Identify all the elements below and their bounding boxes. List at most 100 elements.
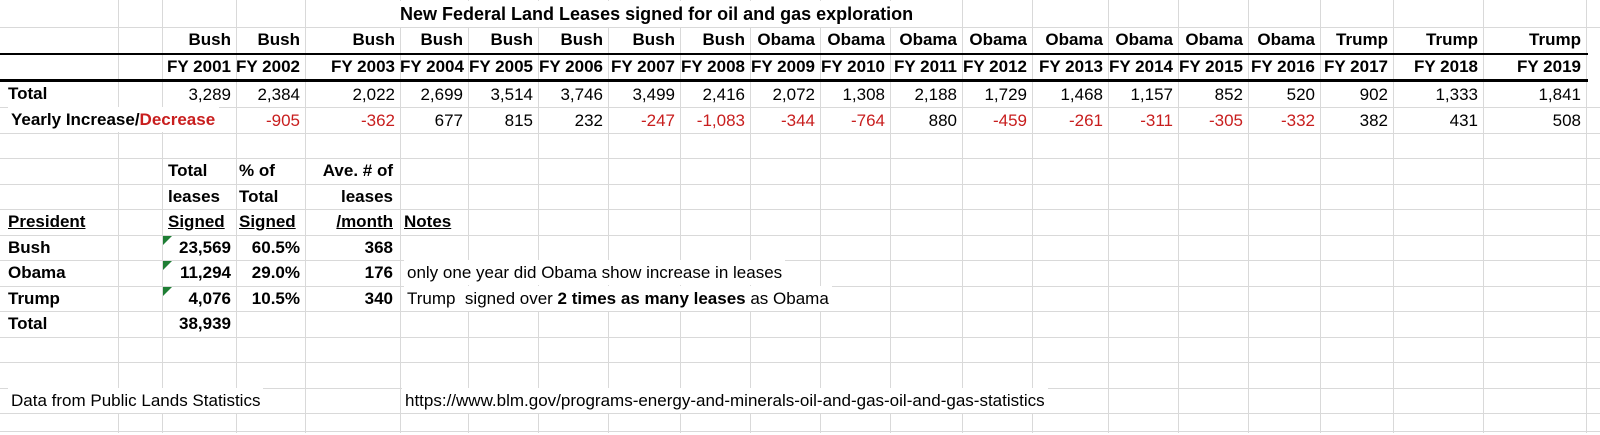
fiscal-year-header-cell[interactable]: FY 2008 xyxy=(681,57,745,76)
summary-per-month-trump[interactable]: 340 xyxy=(364,289,393,308)
yearly-change-cell[interactable]: -1,083 xyxy=(696,111,745,130)
president-header-cell[interactable]: Trump xyxy=(1336,30,1388,49)
yearly-change-row-label[interactable]: Yearly Increase/Decrease xyxy=(8,107,220,132)
summary-per-month-obama[interactable]: 176 xyxy=(364,263,393,282)
president-header-cell[interactable]: Bush xyxy=(352,30,396,49)
total-leases-cell[interactable]: 2,072 xyxy=(772,85,815,104)
total-leases-cell[interactable]: 520 xyxy=(1286,85,1315,104)
yearly-change-cell[interactable]: 677 xyxy=(434,111,463,130)
fiscal-year-header-cell[interactable]: FY 2001 xyxy=(167,57,231,76)
header-president[interactable]: President xyxy=(8,212,86,231)
fiscal-year-header-cell[interactable]: FY 2005 xyxy=(469,57,533,76)
yearly-change-cell[interactable]: 815 xyxy=(504,111,533,130)
total-leases-cell[interactable]: 2,384 xyxy=(257,85,300,104)
header-per-month-line3[interactable]: /month xyxy=(336,212,393,231)
total-leases-cell[interactable]: 2,188 xyxy=(914,85,957,104)
total-leases-cell[interactable]: 1,841 xyxy=(1538,85,1581,104)
president-header-cell[interactable]: Trump xyxy=(1529,30,1581,49)
fiscal-year-header-cell[interactable]: FY 2018 xyxy=(1414,57,1478,76)
yearly-change-cell[interactable]: 508 xyxy=(1552,111,1581,130)
sheet-title-cell[interactable]: New Federal Land Leases signed for oil a… xyxy=(397,1,917,27)
fiscal-year-header-cell[interactable]: FY 2015 xyxy=(1179,57,1243,76)
summary-president-trump[interactable]: Trump xyxy=(8,289,60,308)
yearly-change-cell[interactable]: -311 xyxy=(1140,111,1173,130)
yearly-change-cell[interactable]: -344 xyxy=(780,111,815,130)
header-per-month-line2[interactable]: leases xyxy=(341,187,393,206)
yearly-change-cell[interactable]: -305 xyxy=(1208,111,1243,130)
total-leases-cell[interactable]: 2,416 xyxy=(702,85,745,104)
fiscal-year-header-cell[interactable]: FY 2016 xyxy=(1251,57,1315,76)
summary-per-month-bush[interactable]: 368 xyxy=(364,238,393,257)
president-header-cell[interactable]: Obama xyxy=(1045,30,1103,49)
summary-total-signed-obama[interactable]: 11,294 xyxy=(179,263,231,282)
total-leases-cell[interactable]: 3,289 xyxy=(188,85,231,104)
total-leases-cell[interactable]: 902 xyxy=(1359,85,1388,104)
fiscal-year-header-cell[interactable]: FY 2004 xyxy=(400,57,464,76)
fiscal-year-header-cell[interactable]: FY 2010 xyxy=(821,57,885,76)
total-leases-cell[interactable]: 3,746 xyxy=(560,85,603,104)
total-leases-cell[interactable]: 2,699 xyxy=(420,85,463,104)
president-header-cell[interactable]: Bush xyxy=(702,30,746,49)
president-header-cell[interactable]: Obama xyxy=(1115,30,1173,49)
header-pct-line3[interactable]: Signed xyxy=(239,212,296,231)
source-url-cell[interactable]: https://www.blm.gov/programs-energy-and-… xyxy=(402,388,1048,413)
fiscal-year-header-cell[interactable]: FY 2003 xyxy=(331,57,395,76)
yearly-change-cell[interactable]: 880 xyxy=(928,111,957,130)
summary-president-obama[interactable]: Obama xyxy=(8,263,66,282)
summary-total-signed-trump[interactable]: 4,076 xyxy=(188,289,231,308)
yearly-change-cell[interactable]: 232 xyxy=(574,111,603,130)
fiscal-year-header-cell[interactable]: FY 2002 xyxy=(236,57,300,76)
yearly-change-cell[interactable]: 431 xyxy=(1449,111,1478,130)
summary-total-signed-bush[interactable]: 23,569 xyxy=(179,238,231,257)
summary-total-value[interactable]: 38,939 xyxy=(179,314,231,333)
total-leases-cell[interactable]: 3,514 xyxy=(490,85,533,104)
yearly-change-cell[interactable]: -459 xyxy=(992,111,1027,130)
president-header-cell[interactable]: Bush xyxy=(420,30,464,49)
yearly-change-cell[interactable]: -362 xyxy=(360,111,395,130)
summary-pct-trump[interactable]: 10.5% xyxy=(251,289,300,308)
yearly-change-cell[interactable]: -905 xyxy=(265,111,300,130)
president-header-cell[interactable]: Obama xyxy=(827,30,885,49)
president-header-cell[interactable]: Bush xyxy=(257,30,301,49)
note-trump[interactable]: Trump signed over 2 times as many leases… xyxy=(404,286,832,311)
yearly-change-cell[interactable]: -332 xyxy=(1280,111,1315,130)
fiscal-year-header-cell[interactable]: FY 2011 xyxy=(893,57,957,76)
summary-total-label[interactable]: Total xyxy=(8,314,48,333)
yearly-change-cell[interactable]: -261 xyxy=(1068,111,1103,130)
fiscal-year-header-cell[interactable]: FY 2012 xyxy=(963,57,1027,76)
president-header-cell[interactable]: Obama xyxy=(757,30,815,49)
header-total-leases-line2[interactable]: leases xyxy=(168,187,220,206)
header-notes[interactable]: Notes xyxy=(404,212,452,231)
president-header-cell[interactable]: Bush xyxy=(560,30,604,49)
summary-pct-obama[interactable]: 29.0% xyxy=(251,263,300,282)
header-pct-line2[interactable]: Total xyxy=(239,187,279,206)
total-leases-cell[interactable]: 3,499 xyxy=(632,85,675,104)
fiscal-year-header-cell[interactable]: FY 2013 xyxy=(1039,57,1103,76)
president-header-cell[interactable]: Obama xyxy=(1257,30,1315,49)
total-leases-cell[interactable]: 852 xyxy=(1214,85,1243,104)
summary-president-bush[interactable]: Bush xyxy=(8,238,51,257)
president-header-cell[interactable]: Obama xyxy=(969,30,1027,49)
fiscal-year-header-cell[interactable]: FY 2009 xyxy=(751,57,815,76)
total-leases-cell[interactable]: 1,157 xyxy=(1130,85,1173,104)
president-header-cell[interactable]: Bush xyxy=(188,30,232,49)
header-total-leases-line3[interactable]: Signed xyxy=(168,212,225,231)
yearly-change-cell[interactable]: -764 xyxy=(850,111,885,130)
president-header-cell[interactable]: Bush xyxy=(632,30,676,49)
total-leases-cell[interactable]: 2,022 xyxy=(352,85,395,104)
fiscal-year-header-cell[interactable]: FY 2017 xyxy=(1324,57,1388,76)
fiscal-year-header-cell[interactable]: FY 2007 xyxy=(611,57,675,76)
fiscal-year-header-cell[interactable]: FY 2006 xyxy=(539,57,603,76)
fiscal-year-header-cell[interactable]: FY 2019 xyxy=(1517,57,1581,76)
total-leases-cell[interactable]: 1,333 xyxy=(1435,85,1478,104)
fiscal-year-header-cell[interactable]: FY 2014 xyxy=(1109,57,1173,76)
total-leases-cell[interactable]: 1,729 xyxy=(984,85,1027,104)
header-total-leases-line1[interactable]: Total xyxy=(168,161,208,180)
data-source-cell[interactable]: Data from Public Lands Statistics xyxy=(8,388,264,413)
header-pct-line1[interactable]: % of xyxy=(239,161,275,180)
president-header-cell[interactable]: Bush xyxy=(490,30,534,49)
header-per-month-line1[interactable]: Ave. # of xyxy=(322,161,393,180)
yearly-change-cell[interactable]: 382 xyxy=(1359,111,1388,130)
total-leases-cell[interactable]: 1,308 xyxy=(842,85,885,104)
total-row-label[interactable]: Total xyxy=(8,84,48,103)
